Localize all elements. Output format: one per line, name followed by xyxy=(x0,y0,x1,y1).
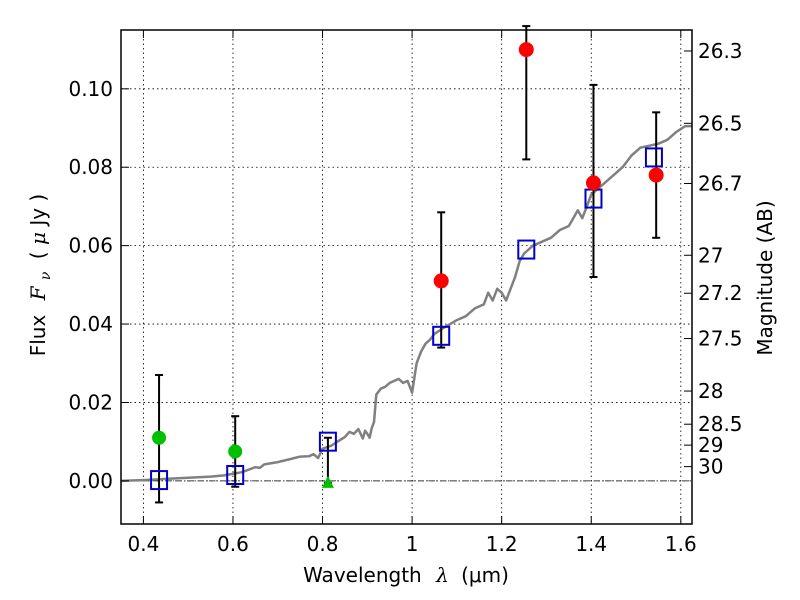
model-square-marker xyxy=(226,464,245,485)
model-spectrum-line xyxy=(120,124,692,483)
y2-tick-label: 26.3 xyxy=(698,39,743,63)
x-tick-label: 0.6 xyxy=(217,532,249,556)
y2-tick-label: 28.5 xyxy=(698,412,743,436)
y-tick-label: 0.02 xyxy=(68,390,113,414)
model-square-marker xyxy=(318,431,337,452)
green-point-marker xyxy=(228,444,243,459)
y2-tick-label: 29 xyxy=(698,433,723,457)
x-tick-label: 1 xyxy=(406,532,419,556)
plot-frame xyxy=(120,29,693,525)
x-axis-unit: (μm) xyxy=(461,563,509,587)
y-tick-label: 0.00 xyxy=(68,469,113,493)
x-tick-label: 0.8 xyxy=(307,532,339,556)
ticks xyxy=(121,30,692,524)
x-tick-label: 0.4 xyxy=(127,532,159,556)
y2-tick-label: 26.5 xyxy=(698,111,743,135)
red-point-marker xyxy=(648,167,664,183)
x-axis-symbol: λ xyxy=(435,563,449,587)
x-axis-title: Wavelength λ (μm) xyxy=(303,563,509,587)
x-axis-title-text: Wavelength xyxy=(303,563,422,587)
red-point-marker xyxy=(585,175,601,191)
y-axis-unit-open: ( xyxy=(26,245,50,259)
y2-tick-label: 27 xyxy=(698,243,723,267)
green-point-marker xyxy=(152,430,167,445)
y2-axis-title: Magnitude (AB) xyxy=(753,200,777,355)
y-axis-unit-mu: μ xyxy=(26,232,50,245)
y2-tick-label: 27.5 xyxy=(698,327,743,351)
y-tick-label: 0.08 xyxy=(68,155,113,179)
red-point-marker xyxy=(518,42,534,58)
series xyxy=(120,25,692,504)
y-axis-unit-rest: Jy ) xyxy=(26,194,50,228)
y-axis-symbol: F xyxy=(26,285,50,301)
y-axis-title-text: Flux xyxy=(26,315,50,357)
y-tick-label: 0.04 xyxy=(68,312,113,336)
red-point-marker xyxy=(433,273,449,289)
model-square-marker xyxy=(150,470,169,491)
y-axis-title: Flux F ν ( μ Jy ) xyxy=(26,194,55,357)
x-tick-label: 1.6 xyxy=(665,532,697,556)
grid xyxy=(121,30,692,524)
green-triangle-marker xyxy=(321,475,334,488)
y2-tick-label: 30 xyxy=(698,455,723,479)
y2-tick-label: 28 xyxy=(698,379,723,403)
model-square-marker xyxy=(644,147,663,168)
tick-labels: 0.4 0.6 0.8 1 1.2 1.4 1.6 0.00 0.02 0.04 0.06 0.08 0… xyxy=(68,39,742,556)
x-tick-label: 1.4 xyxy=(575,532,607,556)
y-tick-label: 0.06 xyxy=(68,234,113,258)
model-square-marker xyxy=(517,239,536,260)
x-tick-label: 1.2 xyxy=(486,532,518,556)
y2-tick-label: 27.2 xyxy=(698,281,743,305)
model-square-marker xyxy=(432,325,451,346)
y-tick-label: 0.10 xyxy=(68,77,113,101)
y2-tick-label: 26.7 xyxy=(698,171,743,195)
y-axis-subscript: ν xyxy=(38,271,54,280)
